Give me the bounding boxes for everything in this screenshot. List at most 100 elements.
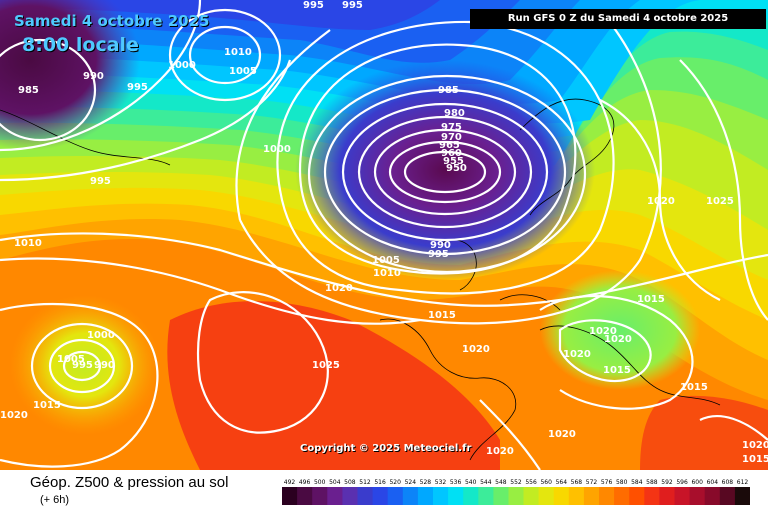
pressure-label: 1010 [14,238,42,249]
copyright-notice: Copyright © 2025 Meteociel.fr [300,443,472,454]
scale-tick-label: 612 [737,479,749,486]
pressure-label: 1010 [224,47,252,58]
pressure-label: 990 [83,71,104,82]
scale-tick-label: 596 [676,479,688,486]
scale-tick-label: 532 [435,479,447,486]
pressure-label: 1015 [742,454,768,465]
scale-swatch [342,487,358,505]
scale-tick-label: 504 [329,479,341,486]
scale-tick-label: 540 [465,479,477,486]
scale-swatch [357,487,374,505]
pressure-label: 1015 [680,382,708,393]
scale-tick-label: 544 [480,479,492,486]
pressure-label: 1015 [637,294,665,305]
scale-swatch [327,487,343,505]
scale-swatch [719,487,736,505]
scale-tick-label: 600 [691,479,703,486]
scale-swatch [402,487,419,505]
scale-tick-label: 548 [495,479,507,486]
pressure-label: 1020 [325,283,353,294]
scale-tick-label: 508 [344,479,356,486]
scale-swatch [493,487,509,505]
pressure-labels: 995 995 1010 1005 1000 990 985 995 1000 … [0,0,768,465]
pressure-label: 1020 [604,334,632,345]
pressure-label: 1020 [462,344,490,355]
pressure-label: 1020 [486,446,514,457]
scale-tick-label: 556 [525,479,537,486]
pressure-label: 1020 [563,349,591,360]
pressure-label: 995 [127,82,148,93]
pressure-label: 990 [430,240,451,251]
scale-swatch [553,487,570,505]
scale-tick-label: 512 [359,479,371,486]
pressure-label: 995 [72,360,93,371]
pressure-label: 950 [446,163,467,174]
scale-tick-label: 528 [420,479,432,486]
scale-swatch [523,487,540,505]
scale-tick-label: 536 [450,479,462,486]
scale-tick-label: 492 [284,479,296,486]
pressure-label: 1000 [263,144,291,155]
color-scale: 492 496 500 504 508 512 516 520 524 528 532 536 540 5… [282,479,750,505]
run-info-banner: Run GFS 0 Z du Samedi 4 octobre 2025 [470,9,766,29]
isobars [0,0,768,470]
pressure-label: 1005 [57,354,85,365]
scale-tick-label: 516 [374,479,386,486]
scale-tick-label: 592 [661,479,673,486]
pressure-label: 1025 [312,360,340,371]
pressure-label: 1015 [33,400,61,411]
scale-tick-label: 500 [314,479,326,486]
pressure-label: 980 [444,108,465,119]
scale-swatch [689,487,706,505]
scale-swatch [297,487,313,505]
scale-swatch [674,487,691,505]
legend-subtitle: (+ 6h) [40,494,70,506]
pressure-label: 995 [342,0,363,11]
legend-title: Géop. Z500 & pression au sol [30,474,229,491]
scale-swatch [599,487,615,505]
scale-tick-label: 560 [540,479,552,486]
pressure-label: 1025 [706,196,734,207]
scale-tick-label: 552 [510,479,522,486]
pressure-label: 985 [438,85,459,96]
scale-swatch [282,487,298,505]
scale-swatch [508,487,525,505]
scale-tick-label: 496 [299,479,311,486]
pressure-label: 990 [94,360,115,371]
scale-tick-label: 524 [405,479,417,486]
scale-swatch [644,487,660,505]
scale-tick-label: 580 [616,479,628,486]
scale-tick-label: 576 [601,479,613,486]
pressure-label: 965 [439,140,460,151]
scale-swatch [568,487,585,505]
pressure-label: 960 [441,148,462,159]
scale-tick-label: 564 [556,479,568,486]
scale-tick-label: 584 [631,479,643,486]
scale-swatch [433,487,449,505]
pressure-label: 1015 [603,365,631,376]
geopotential-field [0,0,768,470]
pressure-label: 1020 [548,429,576,440]
scale-swatch [387,487,404,505]
pressure-label: 1000 [87,330,115,341]
scale-swatch [463,487,479,505]
scale-tick-label: 588 [646,479,658,486]
scale-swatch [372,487,389,505]
pressure-label: 955 [443,156,464,167]
pressure-label: 975 [441,122,462,133]
scale-swatch [614,487,630,505]
pressure-label: 995 [303,0,324,11]
scale-tick-label: 520 [389,479,401,486]
scale-swatch [478,487,494,505]
pressure-label: 985 [18,85,39,96]
pressure-label: 1000 [168,60,196,71]
pressure-label: 995 [90,176,111,187]
forecast-date: Samedi 4 octobre 2025 [14,12,210,30]
pressure-label: 1015 [428,310,456,321]
pressure-label: 1020 [647,196,675,207]
pressure-label: 1005 [372,255,400,266]
scale-swatch [538,487,555,505]
pressure-label: 1020 [0,410,28,421]
pressure-label: 970 [441,132,462,143]
scale-swatch [417,487,434,505]
